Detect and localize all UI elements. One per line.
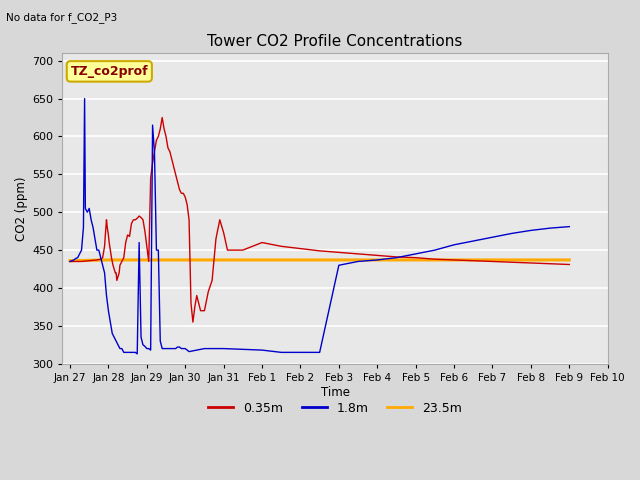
Legend: 0.35m, 1.8m, 23.5m: 0.35m, 1.8m, 23.5m: [203, 396, 467, 420]
Text: No data for f_CO2_P3: No data for f_CO2_P3: [6, 12, 118, 23]
X-axis label: Time: Time: [321, 385, 349, 398]
Title: Tower CO2 Profile Concentrations: Tower CO2 Profile Concentrations: [207, 34, 463, 49]
Y-axis label: CO2 (ppm): CO2 (ppm): [15, 176, 28, 240]
Text: TZ_co2prof: TZ_co2prof: [70, 65, 148, 78]
